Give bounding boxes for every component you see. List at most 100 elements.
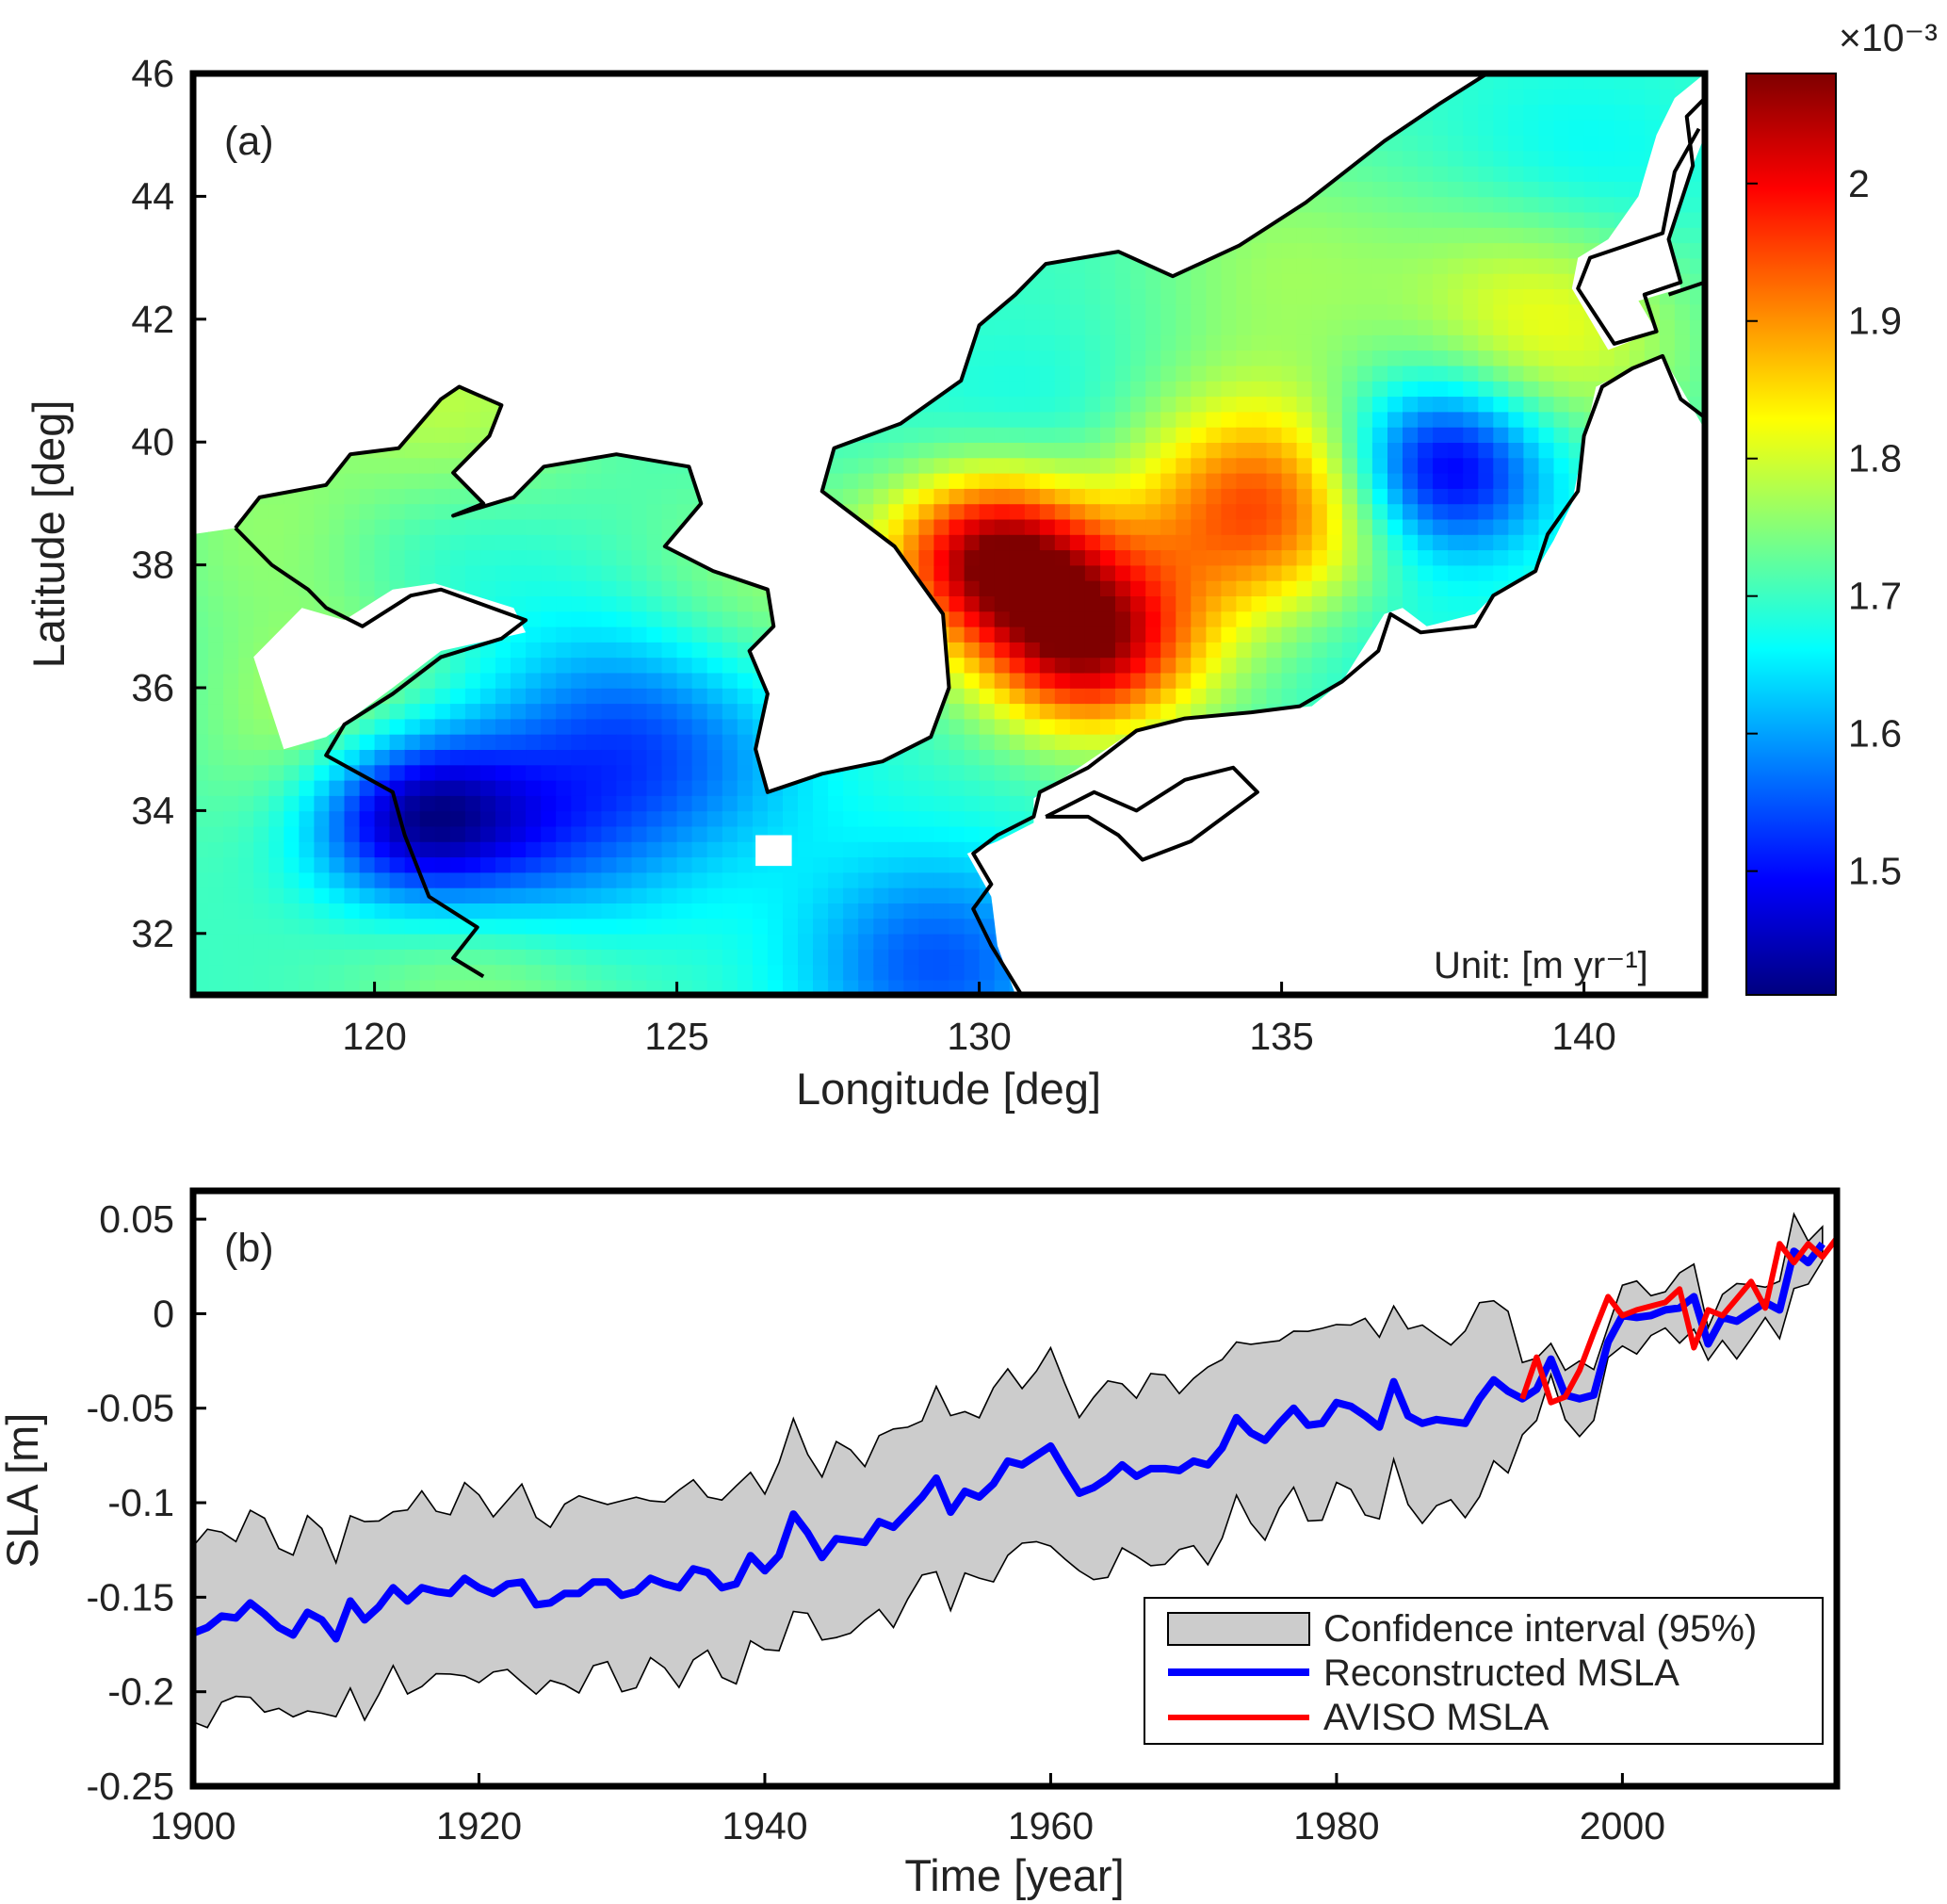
heatmap-cell	[1206, 442, 1223, 459]
heatmap-cell	[238, 579, 255, 596]
heatmap-cell	[389, 903, 406, 919]
heatmap-cell	[1371, 334, 1388, 351]
heatmap-cell	[193, 949, 209, 966]
heatmap-cell	[676, 764, 693, 781]
heatmap-cell	[434, 657, 451, 674]
heatmap-cell	[526, 518, 542, 535]
heatmap-cell	[706, 933, 723, 950]
heatmap-cell	[722, 703, 738, 720]
heatmap-cell	[434, 856, 451, 873]
heatmap-cell	[691, 626, 708, 643]
heatmap-cell	[526, 903, 542, 919]
heatmap-cell	[1251, 564, 1268, 581]
heatmap-cell	[737, 703, 754, 720]
heatmap-cell	[1100, 318, 1116, 335]
heatmap-cell	[994, 318, 1011, 335]
heatmap-cell	[238, 964, 255, 981]
heatmap-cell	[1356, 318, 1373, 335]
heatmap-cell	[1311, 595, 1328, 612]
heatmap-cell	[329, 779, 346, 796]
heatmap-cell	[1341, 457, 1358, 474]
heatmap-cell	[1160, 334, 1177, 351]
heatmap-cell	[722, 841, 738, 858]
heatmap-cell	[1054, 595, 1071, 612]
heatmap-cell	[1341, 518, 1358, 535]
heatmap-cell	[464, 887, 481, 903]
heatmap-cell	[1069, 595, 1086, 612]
heatmap-cell	[495, 503, 511, 520]
heatmap-cell	[1326, 503, 1343, 520]
heatmap-cell	[1236, 303, 1253, 320]
heatmap-cell	[843, 841, 859, 858]
heatmap-cell	[1403, 549, 1419, 566]
heatmap-cell	[933, 472, 950, 489]
heatmap-cell	[843, 964, 859, 981]
heatmap-cell	[449, 949, 466, 966]
heatmap-cell	[1433, 303, 1449, 320]
heatmap-cell	[949, 949, 965, 966]
heatmap-cell	[1039, 564, 1056, 581]
heatmap-cell	[208, 903, 224, 919]
heatmap-cell	[268, 579, 285, 596]
heatmap-cell	[495, 841, 511, 858]
heatmap-cell	[722, 856, 738, 873]
heatmap-cell	[1176, 396, 1193, 413]
heatmap-cell	[949, 887, 965, 903]
heatmap-cell	[964, 518, 981, 535]
heatmap-cell	[676, 733, 693, 750]
heatmap-cell	[706, 810, 723, 827]
heatmap-cell	[1084, 488, 1101, 505]
heatmap-cell	[1009, 672, 1026, 689]
heatmap-cell	[1176, 488, 1193, 505]
heatmap-cell	[949, 918, 965, 935]
heatmap-cell	[526, 549, 542, 566]
heatmap-cell	[676, 657, 693, 674]
heatmap-cell	[238, 764, 255, 781]
heatmap-cell	[1418, 334, 1434, 351]
heatmap-cell	[1176, 365, 1193, 382]
heatmap-cell	[691, 856, 708, 873]
heatmap-cell	[541, 933, 558, 950]
heatmap-cell	[949, 795, 965, 812]
heatmap-cell	[238, 610, 255, 627]
heatmap-cell	[1418, 564, 1434, 581]
heatmap-cell	[1266, 672, 1283, 689]
heatmap-cell	[616, 856, 633, 873]
heatmap-cell	[1009, 764, 1026, 781]
heatmap-cell	[601, 764, 618, 781]
heatmap-cell	[646, 703, 663, 720]
heatmap-cell	[193, 903, 209, 919]
heatmap-cell	[359, 733, 376, 750]
heatmap-cell	[556, 949, 573, 966]
heatmap-cell	[571, 488, 588, 505]
heatmap-cell	[964, 979, 981, 995]
heatmap-cell	[419, 564, 436, 581]
heatmap-cell	[646, 764, 663, 781]
heatmap-cell	[1356, 503, 1373, 520]
heatmap-cell	[798, 871, 814, 888]
heatmap-cell	[616, 810, 633, 827]
heatmap-cell	[556, 534, 573, 551]
heatmap-cell	[1069, 381, 1086, 398]
heatmap-cell	[1251, 579, 1268, 596]
heatmap-cell	[464, 579, 481, 596]
heatmap-cell	[979, 472, 996, 489]
heatmap-cell	[434, 534, 451, 551]
heatmap-cell	[1296, 303, 1313, 320]
heatmap-cell	[646, 841, 663, 858]
heatmap-cell	[1251, 549, 1268, 566]
heatmap-cell	[238, 703, 255, 720]
heatmap-cell	[571, 933, 588, 950]
heatmap-cell	[676, 964, 693, 981]
heatmap-cell	[858, 810, 875, 827]
heatmap-cell	[661, 871, 678, 888]
heatmap-cell	[722, 579, 738, 596]
heatmap-cell	[1311, 488, 1328, 505]
heatmap-cell	[495, 718, 511, 735]
heatmap-cell	[1145, 396, 1162, 413]
heatmap-cell	[571, 903, 588, 919]
heatmap-cell	[964, 579, 981, 596]
heatmap-cell	[661, 903, 678, 919]
heatmap-cell	[253, 610, 270, 627]
heatmap-cell	[1206, 272, 1223, 289]
